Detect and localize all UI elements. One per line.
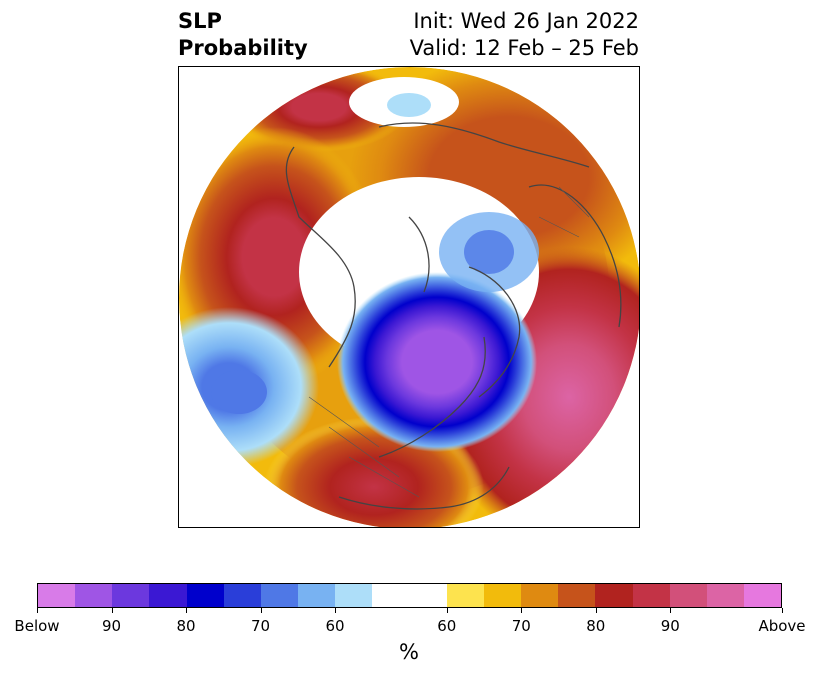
pacific-low-core: [211, 370, 267, 414]
coast-greenland: [468, 266, 521, 398]
colorbar-tick: [521, 608, 523, 613]
init-date: Init: Wed 26 Jan 2022: [413, 9, 639, 33]
colorbar-cell: [409, 584, 447, 607]
colorbar-tick-label: 80: [586, 617, 606, 635]
colorbar-cell: [558, 584, 596, 607]
polar-map: [178, 66, 640, 528]
coast-siberia: [378, 122, 590, 168]
colorbar-cell: [743, 584, 782, 607]
colorbar-tick: [186, 608, 187, 613]
country-borders: [538, 186, 590, 238]
colorbar-cell: [483, 584, 522, 607]
colorbar-cell: [521, 584, 559, 607]
colorbar-tick: [595, 608, 597, 613]
probability-colorbar: [37, 583, 782, 608]
title-line-2: Probability: [178, 36, 308, 60]
colorbar-tick: [111, 608, 113, 613]
coastlines: [285, 122, 622, 510]
low-patch-north: [387, 93, 431, 117]
colorbar-cell: [75, 584, 113, 607]
colorbar-tick-label: 70: [511, 617, 531, 635]
colorbar-cell: [706, 584, 744, 607]
colorbar-cell: [372, 584, 410, 607]
colorbar-cell: [112, 584, 150, 607]
coast-us-east: [338, 466, 510, 510]
colorbar-cell: [38, 584, 76, 607]
colorbar-cell: [149, 584, 187, 607]
colorbar-tick: [446, 608, 448, 613]
colorbar-tick: [37, 608, 38, 613]
forecast-dates: Init: Wed 26 Jan 2022 Valid: 12 Feb – 25…: [410, 8, 639, 62]
coast-scandinavia: [528, 184, 622, 328]
colorbar-tick-label: 70: [250, 617, 271, 635]
colorbar-unit: %: [399, 640, 419, 664]
colorbar-cell: [298, 584, 336, 607]
colorbar-tick-label: Below: [14, 617, 60, 635]
colorbar-cell: [186, 584, 224, 607]
colorbar-tick: [335, 608, 336, 613]
coast-arctic-islands: [408, 216, 430, 293]
probability-field: [179, 67, 639, 527]
colorbar-tick: [260, 608, 262, 613]
colorbar-tick-label: 60: [325, 617, 345, 635]
colorbar-tick-label: 90: [101, 617, 122, 635]
probability-map: [179, 67, 639, 527]
colorbar-cell: [595, 584, 633, 607]
borders: [308, 186, 590, 498]
colorbar-cell: [335, 584, 373, 607]
coast-north-america-west: [285, 146, 356, 368]
colorbar-cell: [446, 584, 484, 607]
colorbar-tick-label: Above: [758, 617, 806, 635]
chart-title: SLP Probability: [178, 8, 308, 62]
colorbar-tick-label: 80: [176, 617, 196, 635]
colorbar-cell: [669, 584, 707, 607]
colorbar-cell: [223, 584, 261, 607]
title-line-1: SLP: [178, 9, 222, 33]
arctic-low-core: [464, 230, 514, 274]
valid-dates: Valid: 12 Feb – 25 Feb: [409, 36, 639, 60]
colorbar-cell: [260, 584, 299, 607]
canada-low-anomaly: [337, 272, 537, 452]
state-borders: [308, 396, 420, 498]
coast-hudson: [378, 336, 486, 458]
colorbar-tick: [670, 608, 672, 613]
colorbar-tick: [782, 608, 783, 613]
colorbar-tick-label: 60: [437, 617, 457, 635]
colorbar-cell: [632, 584, 670, 607]
colorbar-tick-label: 90: [660, 617, 680, 635]
